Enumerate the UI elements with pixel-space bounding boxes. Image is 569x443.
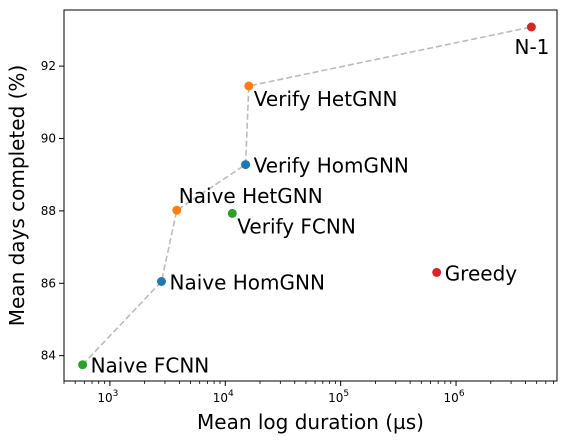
x-tick-label: 106 — [444, 389, 465, 405]
points-layer — [78, 22, 536, 370]
data-point — [241, 160, 251, 170]
x-tick-label: 104 — [213, 389, 234, 405]
data-point — [227, 208, 237, 218]
data-point — [244, 81, 254, 91]
y-tick-label: 92 — [41, 59, 56, 73]
x-tick-label: 105 — [328, 389, 349, 405]
point-label: Naive HetGNN — [179, 184, 323, 208]
point-label: Verify HetGNN — [254, 87, 398, 111]
data-point — [78, 360, 88, 370]
frontier-line — [82, 26, 532, 366]
y-axis-label: Mean days completed (%) — [5, 65, 29, 327]
data-point — [157, 277, 166, 286]
y-axis-ticks: 84 86 88 90 92 — [41, 59, 64, 363]
point-label: Verify FCNN — [237, 214, 355, 238]
point-label: Naive FCNN — [91, 354, 210, 378]
x-axis-ticks: 103 104 105 106 — [63, 381, 554, 405]
plot-frame — [63, 9, 558, 382]
point-label: Verify HomGNN — [254, 154, 409, 178]
point-labels: Naive FCNN Naive HomGNN Naive HetGNN Verify… — [91, 35, 550, 378]
point-label: N-1 — [514, 35, 549, 59]
frontier-layer — [82, 26, 532, 366]
data-point — [526, 22, 536, 32]
x-axis-label: Mean log duration (µs) — [197, 410, 424, 434]
x-tick-label: 103 — [97, 389, 118, 405]
point-label: Naive HomGNN — [170, 271, 325, 295]
y-tick-label: 84 — [41, 349, 56, 363]
data-point — [172, 205, 182, 215]
data-point — [432, 267, 442, 277]
y-tick-label: 88 — [41, 204, 56, 218]
y-tick-label: 90 — [41, 131, 56, 145]
point-label: Greedy — [445, 261, 518, 285]
y-tick-label: 86 — [41, 276, 56, 290]
